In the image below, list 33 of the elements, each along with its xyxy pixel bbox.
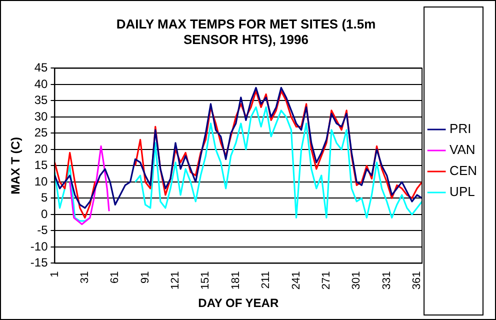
legend-label: VAN xyxy=(450,142,476,158)
x-tick-label: 361 xyxy=(411,271,424,290)
y-tick-label: 15 xyxy=(34,158,48,172)
y-axis-title: MAX T (C) xyxy=(8,137,23,194)
x-tick-label: 211 xyxy=(260,271,272,289)
y-tick-label: -5 xyxy=(37,223,48,238)
x-tick-label: 91 xyxy=(139,271,152,284)
x-tick-label: 1 xyxy=(48,271,61,278)
y-tick-label: 5 xyxy=(41,190,48,205)
x-tick-label: 331 xyxy=(380,271,393,290)
y-tick-label: 45 xyxy=(34,60,48,75)
x-tick-label: 241 xyxy=(290,271,302,290)
y-tick-label: 25 xyxy=(34,126,48,140)
x-tick-label: 181 xyxy=(230,271,242,290)
x-tick-label: 61 xyxy=(109,271,122,284)
x-tick-label: 31 xyxy=(78,271,91,284)
x-tick-label: 151 xyxy=(200,271,212,290)
y-tick-label: -15 xyxy=(30,256,48,270)
y-tick-label: 20 xyxy=(34,142,48,156)
x-tick-label: 301 xyxy=(350,271,363,290)
x-tick-label: 121 xyxy=(170,271,182,290)
y-tick-label: -10 xyxy=(30,239,48,254)
y-tick-label: 10 xyxy=(34,174,48,188)
y-tick-label: 0 xyxy=(41,206,48,221)
y-tick-label: 40 xyxy=(34,76,48,91)
chart-title: DAILY MAX TEMPS FOR MET SITES (1.5m SENSOR HTS), 1996 xyxy=(116,16,376,47)
legend-label: UPL xyxy=(450,184,475,200)
y-tick-label: 35 xyxy=(34,93,48,108)
x-tick-label: 271 xyxy=(320,271,332,290)
y-tick-label: 30 xyxy=(34,109,48,124)
x-axis-title: DAY OF YEAR xyxy=(198,296,279,310)
legend-label: PRI xyxy=(450,121,472,136)
legend-label: CEN xyxy=(450,163,478,178)
